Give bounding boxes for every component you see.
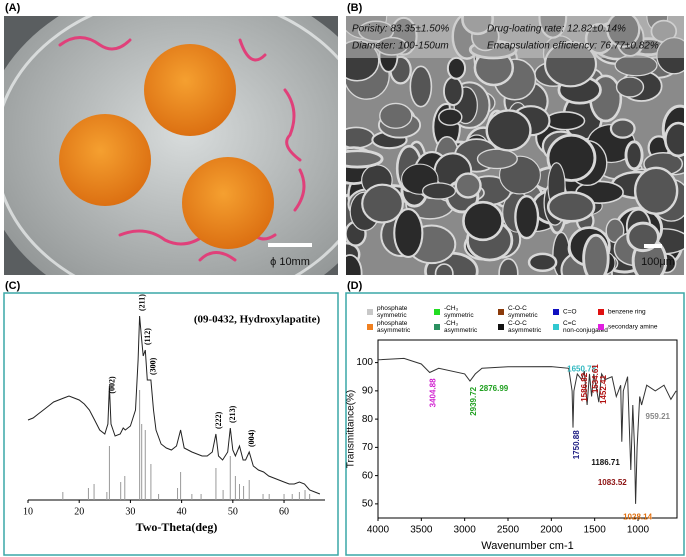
legend-label: C-O-C: [508, 305, 527, 312]
legend-label: -CH₃: [444, 305, 459, 312]
legend-label: asymmetric: [444, 327, 478, 334]
legend-swatch: [498, 324, 504, 330]
photo: [4, 16, 338, 275]
peak-annotation: 1028.14: [623, 512, 652, 521]
x-tick-label: 2500: [497, 525, 520, 536]
x-axis-label: Two-Theta(deg): [136, 520, 218, 534]
peak-label: (213): [228, 405, 237, 423]
panel-frame: [345, 292, 685, 556]
legend-swatch: [598, 309, 604, 315]
legend-swatch: [367, 309, 373, 315]
peak-annotation: 1586.82: [580, 372, 589, 401]
panel-label: (B): [347, 2, 363, 14]
legend-label: C=C: [563, 320, 576, 327]
peak-annotation: 1186.71: [591, 458, 620, 467]
legend-label: symmetric: [377, 312, 407, 319]
peak-annotation: 2876.99: [479, 384, 508, 393]
y-tick-label: 100: [356, 357, 373, 368]
panel-label: (D): [347, 280, 363, 292]
sem-text: Porisity: 83.35±1.50%: [352, 24, 449, 35]
x-tick-label: 50: [228, 506, 238, 517]
peak-label: (211): [137, 294, 146, 311]
legend-label: phosphate: [377, 305, 408, 312]
legend-swatch: [498, 309, 504, 315]
legend-label: -CH₃: [444, 320, 459, 327]
x-tick-label: 20: [74, 506, 84, 517]
peak-annotation: 959.21: [646, 412, 671, 421]
chart-title: (09-0432, Hydroxylapatite): [194, 314, 321, 326]
legend-label: C=O: [563, 309, 577, 316]
legend-label: symmetric: [444, 312, 474, 319]
legend-swatch: [553, 324, 559, 330]
xrd-chart: 10 20 30 40 50 60 Two-Theta(deg) (09-0432, Hydr…: [23, 294, 325, 534]
peak-annotation: 2939.72: [469, 386, 478, 415]
x-tick-label: 30: [125, 506, 135, 517]
sem-text: Drug-loating rate: 12.82±0.14%: [487, 24, 626, 35]
peak-annotation: 1083.52: [598, 478, 627, 487]
legend-label: asymmetric: [508, 327, 542, 334]
ftir-chart: 4000 3500 3000 2500 2000 1500 1000 50 60 70 80 90 10…: [346, 305, 678, 552]
legend-swatch: [434, 324, 440, 330]
y-tick-label: 80: [362, 414, 374, 425]
x-tick-label: 4000: [367, 525, 390, 536]
sem-image: [346, 16, 684, 275]
data-line: [377, 357, 677, 504]
peak-label: (222): [214, 411, 223, 429]
legend-label: non-conjugated: [563, 327, 608, 334]
peak-label: (300): [149, 357, 158, 375]
y-tick-label: 70: [362, 442, 374, 453]
x-tick-label: 1500: [584, 525, 607, 536]
sem-text: Diameter: 100-150um: [352, 41, 449, 52]
peak-annotation: 3404.88: [429, 378, 438, 407]
x-tick-label: 60: [279, 506, 289, 517]
sem-text: Encapsulation efficiency: 76.77±0.82%: [487, 41, 659, 52]
y-tick-label: 90: [362, 385, 374, 396]
x-tick-label: 2000: [540, 525, 563, 536]
x-tick-label: 10: [23, 506, 33, 517]
peak-annotation: 1534.61: [591, 364, 600, 393]
legend-label: benzene ring: [608, 309, 646, 316]
legend-swatch: [367, 324, 373, 330]
scale-bar-label: ϕ 10mm: [270, 256, 310, 268]
x-tick-label: 3500: [410, 525, 433, 536]
legend-label: symmetric: [508, 312, 538, 319]
scale-bar-label: 100μm: [641, 256, 675, 268]
y-tick-label: 60: [362, 470, 374, 481]
peak-annotation: 1650.78: [567, 365, 596, 374]
peak-label: (112): [143, 328, 152, 345]
panel-label: (C): [5, 280, 21, 292]
panel-label: (A): [5, 2, 21, 14]
legend-label: C-O-C: [508, 320, 527, 327]
peak-label: (002): [108, 376, 117, 394]
y-tick-label: 50: [362, 499, 374, 510]
peak-annotation: 1452.41: [599, 374, 608, 403]
x-tick-label: 3000: [454, 525, 477, 536]
legend-label: asymmetric: [377, 327, 411, 334]
x-axis-label: Wavenumber cm-1: [481, 540, 574, 552]
legend-label: phosphate: [377, 320, 408, 327]
legend-swatch: [553, 309, 559, 315]
panel-frame: [3, 292, 339, 556]
legend-swatch: [434, 309, 440, 315]
x-tick-label: 1000: [627, 525, 650, 536]
peak-annotation: 1750.88: [572, 430, 581, 459]
peak-label: (004): [247, 429, 256, 447]
plot-frame: [377, 339, 678, 519]
legend-label: secondary amine: [608, 324, 658, 331]
data-line: [27, 315, 321, 495]
y-axis-label: Transmittance(%): [346, 390, 357, 469]
x-tick-label: 40: [177, 506, 187, 517]
legend-swatch: [598, 324, 604, 330]
